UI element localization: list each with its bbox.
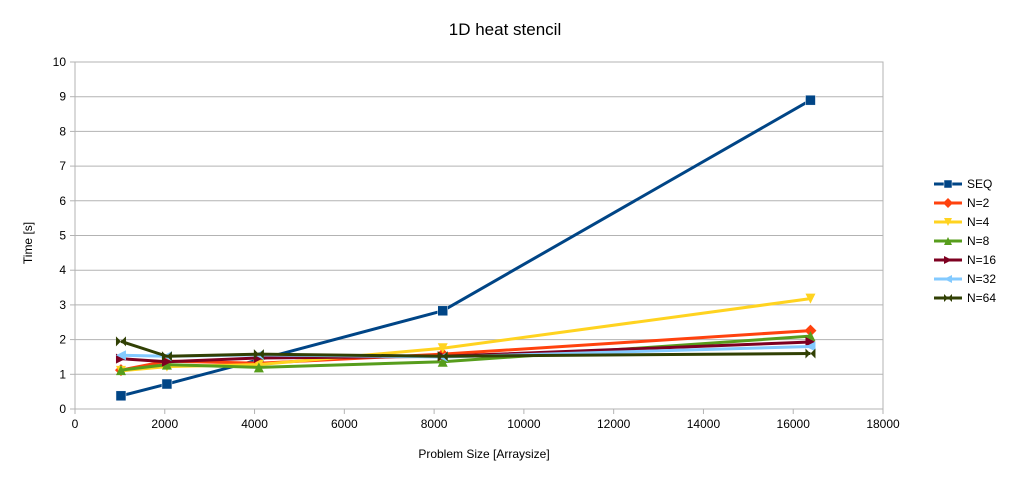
legend-item: N=8 (934, 234, 990, 248)
legend-label: SEQ (967, 177, 992, 191)
data-point-marker (253, 362, 264, 373)
legend-item: N=16 (934, 253, 996, 267)
y-tick-label: 2 (59, 333, 66, 347)
x-axis-title: Problem Size [Arraysize] (418, 447, 549, 461)
legend-item: N=32 (934, 272, 996, 286)
data-point-marker (161, 351, 172, 362)
data-point-marker (944, 294, 952, 302)
x-tick-label: 0 (72, 417, 79, 431)
x-tick-label: 2000 (151, 417, 178, 431)
data-point-marker (944, 256, 952, 264)
data-point-marker (944, 237, 952, 245)
x-tick-label: 6000 (331, 417, 358, 431)
x-tick-label: 8000 (421, 417, 448, 431)
data-point-marker (161, 359, 172, 370)
data-point-marker (805, 293, 816, 304)
data-point-marker (115, 390, 127, 402)
series-n-64 (115, 336, 816, 362)
chart-title: 1D heat stencil (449, 20, 561, 39)
data-point-marker (805, 94, 816, 106)
x-tick-label: 14000 (687, 417, 721, 431)
legend-item: N=4 (934, 215, 990, 229)
legend-label: N=16 (967, 253, 996, 267)
data-point-marker (161, 356, 172, 367)
y-tick-label: 7 (59, 159, 66, 173)
y-tick-label: 5 (59, 229, 66, 243)
data-point-marker (805, 341, 816, 352)
legend-label: N=2 (967, 196, 990, 210)
y-tick-label: 0 (59, 402, 66, 416)
data-point-marker (943, 198, 953, 208)
data-point-marker (161, 378, 173, 390)
data-point-marker (805, 348, 816, 359)
series-lines (114, 94, 817, 402)
y-tick-label: 1 (59, 367, 66, 381)
x-tick-label: 10000 (507, 417, 541, 431)
data-point-marker (805, 337, 816, 348)
legend-label: N=8 (967, 234, 990, 248)
x-tick-label: 16000 (777, 417, 811, 431)
data-point-marker (437, 351, 448, 362)
data-point-marker (437, 305, 448, 317)
data-point-marker (804, 324, 817, 337)
data-point-marker (253, 349, 264, 360)
x-tick-label: 12000 (597, 417, 631, 431)
y-axis-title: Time [s] (21, 222, 35, 264)
data-point-marker (115, 336, 126, 347)
legend: SEQ N=2 N=4 N=8 N=16 N=32 N=64 (934, 177, 996, 305)
x-tick-label: 4000 (241, 417, 268, 431)
legend-item: N=2 (934, 196, 990, 210)
data-point-marker (437, 356, 448, 367)
data-point-marker (115, 365, 126, 376)
legend-label: N=64 (967, 291, 996, 305)
data-point-marker (944, 218, 952, 226)
data-point-marker (944, 275, 952, 283)
legend-item: SEQ (934, 177, 992, 191)
y-tick-label: 4 (59, 263, 66, 277)
legend-label: N=32 (967, 272, 996, 286)
data-point-marker (115, 350, 126, 361)
y-tick-label: 3 (59, 298, 66, 312)
y-tick-label: 10 (53, 55, 67, 69)
data-point-marker (437, 343, 448, 354)
y-tick-label: 8 (59, 124, 66, 138)
y-tick-label: 6 (59, 194, 66, 208)
x-tick-label: 18000 (866, 417, 900, 431)
plot-area-frame (74, 61, 884, 410)
data-point-marker (943, 179, 953, 189)
legend-label: N=4 (967, 215, 990, 229)
legend-item: N=64 (934, 291, 996, 305)
axes (70, 61, 884, 414)
y-tick-label: 9 (59, 90, 66, 104)
tick-labels: 0 1 2 3 4 5 6 7 8 9 10 0 2000 4000 6000 8000 10000 12000 1… (53, 55, 900, 431)
